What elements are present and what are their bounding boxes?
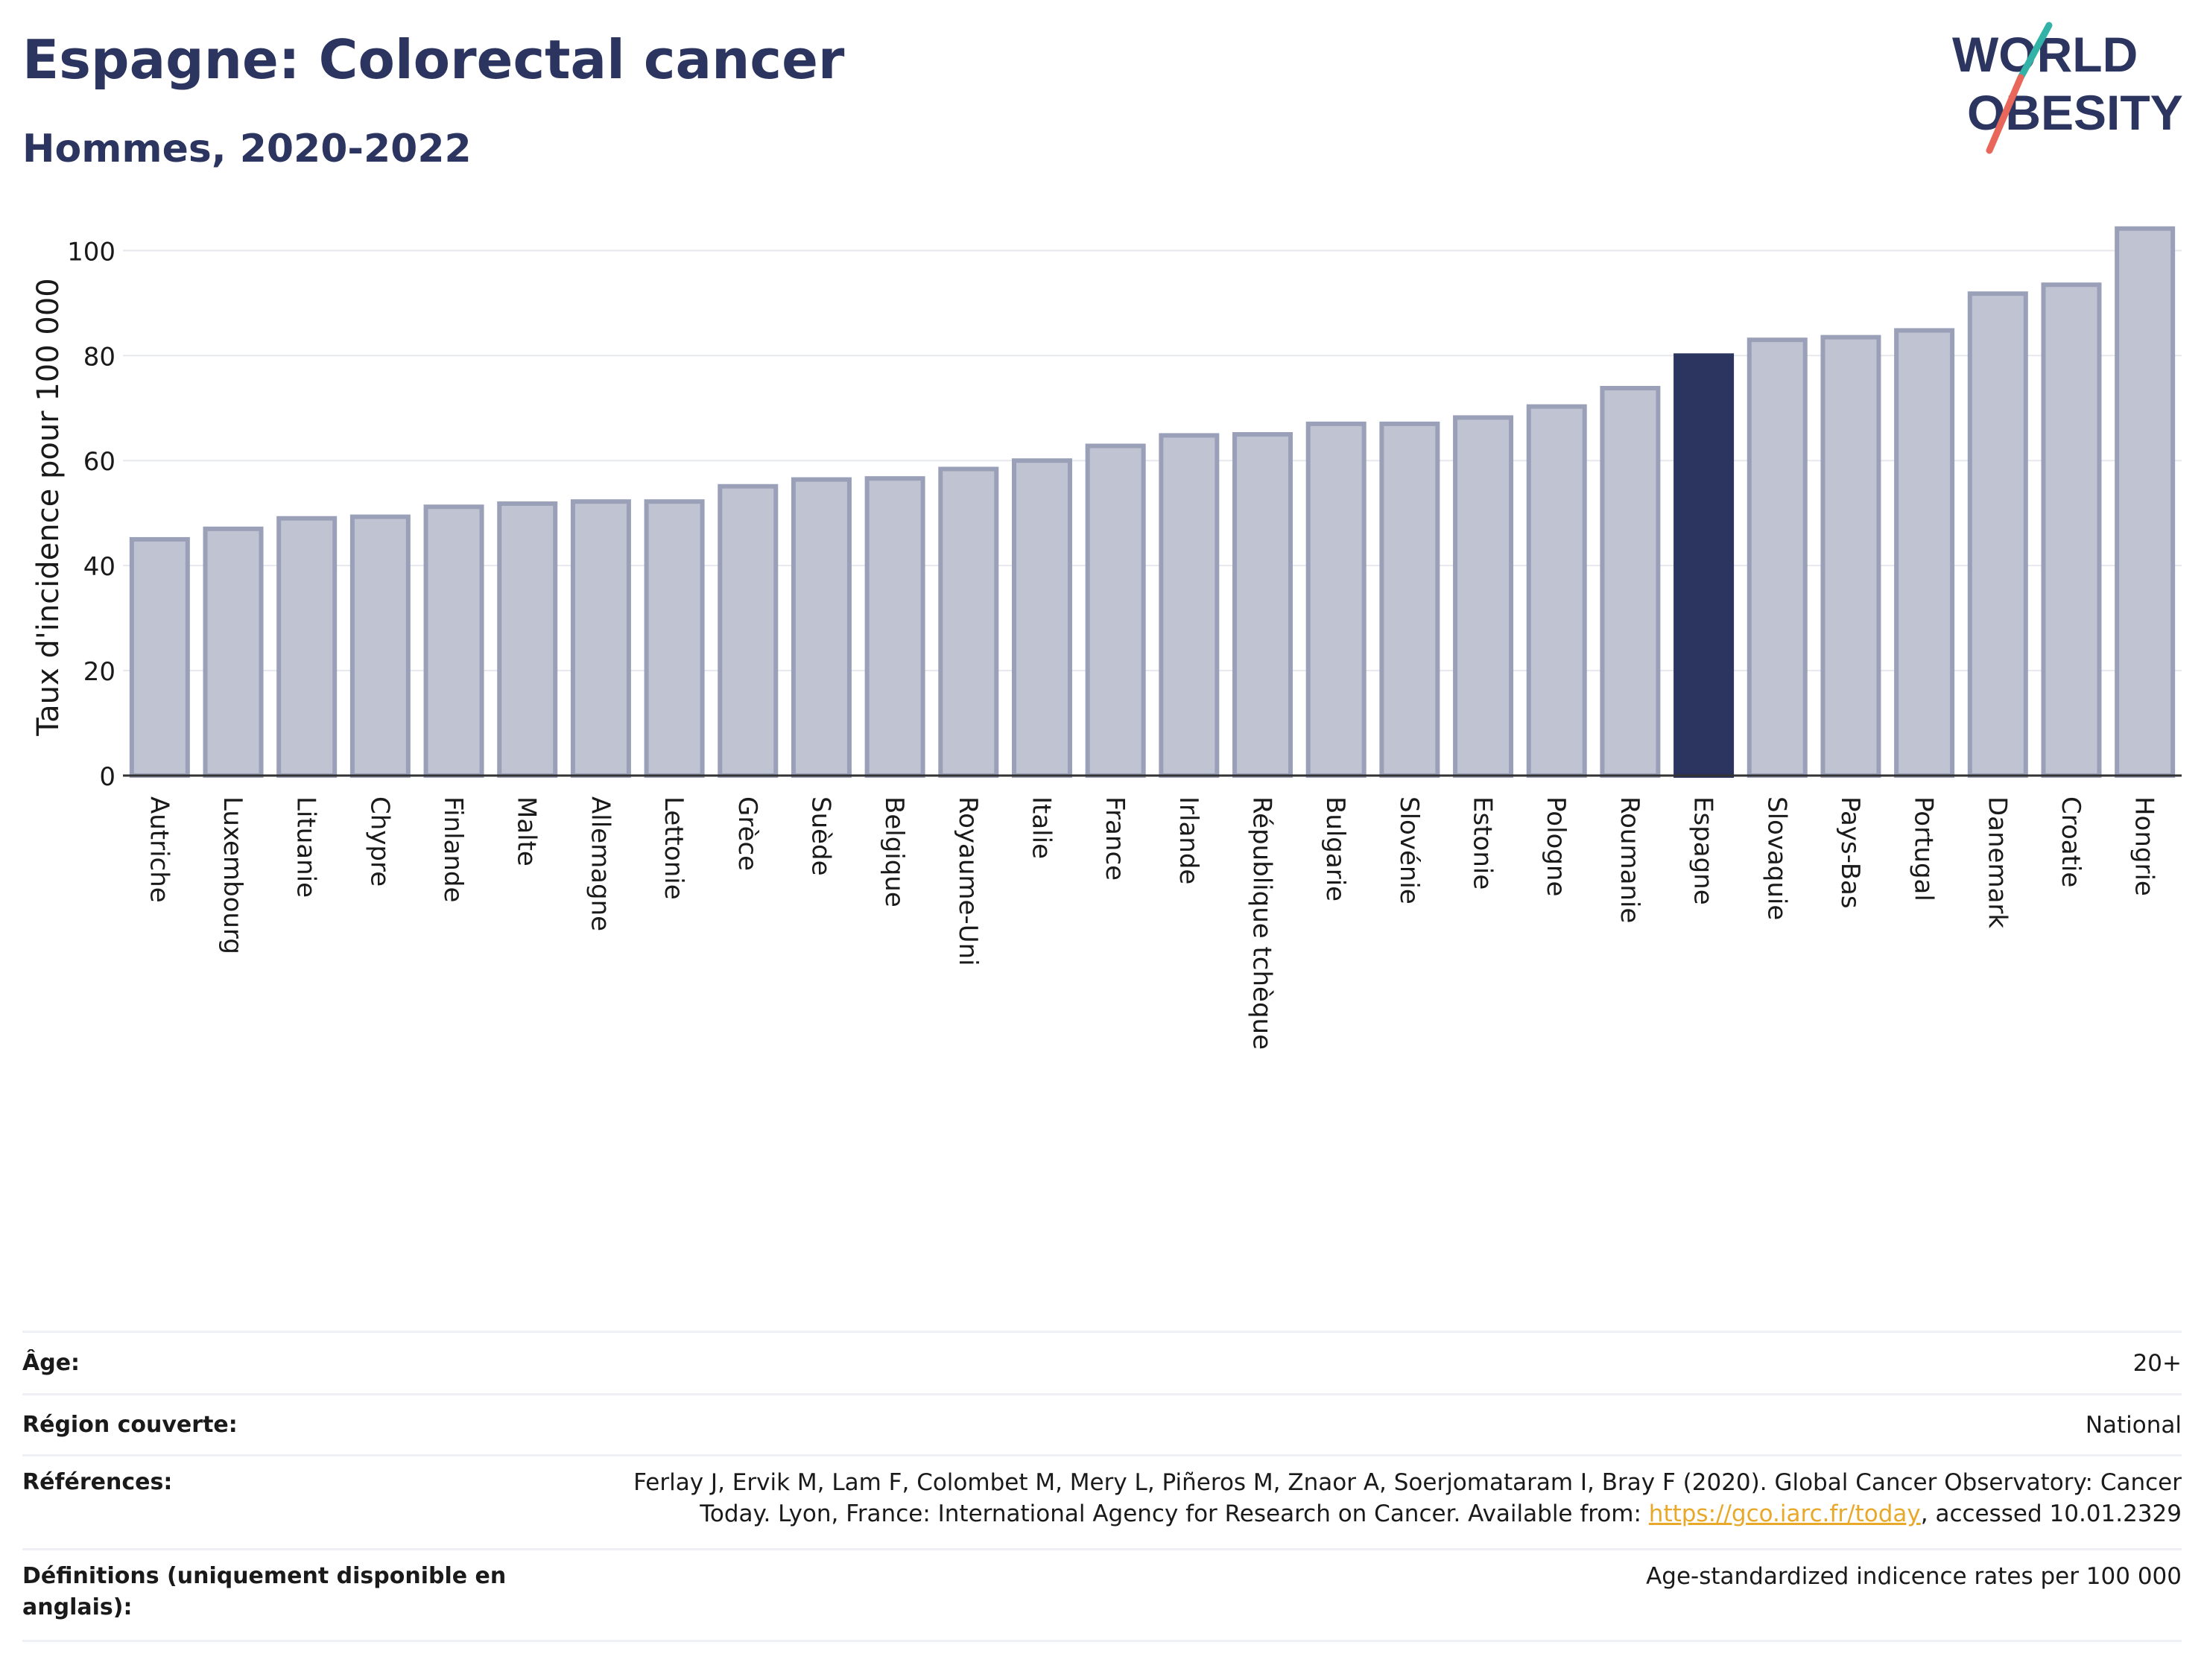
x-tick-label: Portugal xyxy=(1909,796,1939,901)
x-tick-label: Bulgarie xyxy=(1320,796,1350,901)
world-obesity-logo: WORLD OBESITY xyxy=(1952,22,2183,154)
bar-roumanie xyxy=(1600,385,1661,778)
meta-refs-text-2: , accessed 10.01.2329 xyxy=(1920,1500,2182,1527)
page-subtitle: Hommes, 2020-2022 xyxy=(22,127,472,171)
bar-hongrie xyxy=(2115,226,2176,778)
x-tick-label: République tchèque xyxy=(1247,796,1277,1050)
bar-chart: 0 20 40 60 80 100 Autriche Luxembourg Lituanie C… xyxy=(31,226,2182,1050)
bar-bulgarie xyxy=(1305,421,1367,778)
bar-autriche xyxy=(129,536,190,779)
meta-refs-text-1: Ferlay J, Ervik M, Lam F, Colombet M, Me… xyxy=(633,1469,2182,1527)
bar-france xyxy=(1085,443,1146,779)
meta-age-value: 20+ xyxy=(2132,1349,2182,1377)
bar-irlande xyxy=(1159,433,1220,779)
bar-grèce xyxy=(718,484,779,778)
bar-pays-bas xyxy=(1820,335,1881,778)
bar-pologne xyxy=(1526,404,1587,779)
bar-italie xyxy=(1011,458,1072,778)
x-tick-label: Malte xyxy=(512,796,542,866)
bar-chypre xyxy=(349,514,411,779)
x-tick-label: Luxembourg xyxy=(218,796,247,954)
x-tick-label: Lettonie xyxy=(659,796,688,900)
meta-defs-label: Définitions (uniquement disponible en an… xyxy=(22,1563,507,1620)
meta-age-label: Âge: xyxy=(22,1349,80,1376)
x-tick-label: Hongrie xyxy=(2129,796,2159,896)
bar-finlande xyxy=(423,504,484,778)
x-axis-labels: Autriche Luxembourg Lituanie Chypre Finlande… xyxy=(144,796,2159,1050)
meta-row-region: Région couverte: National xyxy=(22,1393,2182,1454)
page-title: Espagne: Colorectal cancer xyxy=(22,28,845,91)
bar-croatie xyxy=(2041,282,2102,778)
bar-portugal xyxy=(1894,328,1955,778)
bar-luxembourg xyxy=(203,526,264,779)
x-tick-label: Royaume-Uni xyxy=(953,796,983,966)
chart-bars xyxy=(129,226,2176,779)
meta-row-age: Âge: 20+ xyxy=(22,1331,2182,1393)
bar-allemagne xyxy=(570,499,631,779)
logo-slash-red xyxy=(1986,74,2024,154)
bar-slovénie xyxy=(1379,421,1440,778)
meta-region-label: Région couverte: xyxy=(22,1411,238,1438)
x-tick-label: France xyxy=(1100,796,1130,881)
x-tick-label: Pologne xyxy=(1541,796,1571,896)
logo-slash-teal xyxy=(2017,22,2053,81)
meta-refs-value: Ferlay J, Ervik M, Lam F, Colombet M, Me… xyxy=(580,1467,2182,1548)
y-tick-label: 80 xyxy=(83,342,115,372)
x-tick-label: Croatie xyxy=(2056,796,2086,887)
x-tick-label: Italie xyxy=(1026,796,1056,859)
meta-defs-value: Age-standardized indicence rates per 100… xyxy=(1646,1563,2182,1590)
x-tick-label: Irlande xyxy=(1174,796,1203,884)
x-tick-label: Slovaquie xyxy=(1761,796,1791,920)
meta-refs-label: Références: xyxy=(22,1469,173,1495)
metadata-table: Âge: 20+ Région couverte: National Référ… xyxy=(22,1331,2182,1642)
x-tick-label: Allemagne xyxy=(585,796,615,931)
bar-slovaquie xyxy=(1747,337,1808,778)
bar-danemark xyxy=(1967,291,2028,778)
x-tick-label: Autriche xyxy=(144,796,174,903)
bar-royaume-uni xyxy=(938,466,999,778)
bar-lettonie xyxy=(644,499,705,779)
x-tick-label: Finlande xyxy=(438,796,468,902)
x-tick-label: Roumanie xyxy=(1615,796,1644,923)
x-tick-label: Danemark xyxy=(1982,796,2012,928)
meta-region-value: National xyxy=(2085,1411,2182,1439)
x-tick-label: Lituanie xyxy=(291,796,321,898)
y-axis-label: Taux d'incidence pour 100 000 xyxy=(31,278,66,736)
bar-espagne xyxy=(1673,353,1735,778)
y-tick-label: 60 xyxy=(83,447,115,477)
x-tick-label: Estonie xyxy=(1468,796,1498,890)
y-tick-label: 20 xyxy=(83,657,115,687)
x-tick-label: Grèce xyxy=(732,796,762,871)
meta-row-definitions: Définitions (uniquement disponible en an… xyxy=(22,1548,2182,1642)
x-tick-label: Chypre xyxy=(364,796,394,887)
x-tick-label: Pays-Bas xyxy=(1835,796,1865,909)
y-tick-label: 0 xyxy=(99,762,115,792)
x-tick-label: Slovénie xyxy=(1394,796,1424,904)
bar-république-tchèque xyxy=(1232,431,1293,778)
y-tick-label: 100 xyxy=(67,237,115,267)
bar-lituanie xyxy=(276,516,338,779)
meta-refs-link[interactable]: https://gco.iarc.fr/today xyxy=(1648,1500,1921,1527)
y-tick-label: 40 xyxy=(83,552,115,582)
bar-malte xyxy=(497,501,558,778)
x-tick-label: Belgique xyxy=(879,796,909,907)
bar-estonie xyxy=(1453,415,1514,778)
y-axis-ticks: 0 20 40 60 80 100 xyxy=(67,237,115,792)
x-tick-label: Suède xyxy=(805,796,835,876)
meta-row-references: Références: Ferlay J, Ervik M, Lam F, Co… xyxy=(22,1454,2182,1548)
bar-suède xyxy=(791,477,852,778)
bar-belgique xyxy=(864,476,925,778)
x-tick-label: Espagne xyxy=(1688,796,1718,905)
